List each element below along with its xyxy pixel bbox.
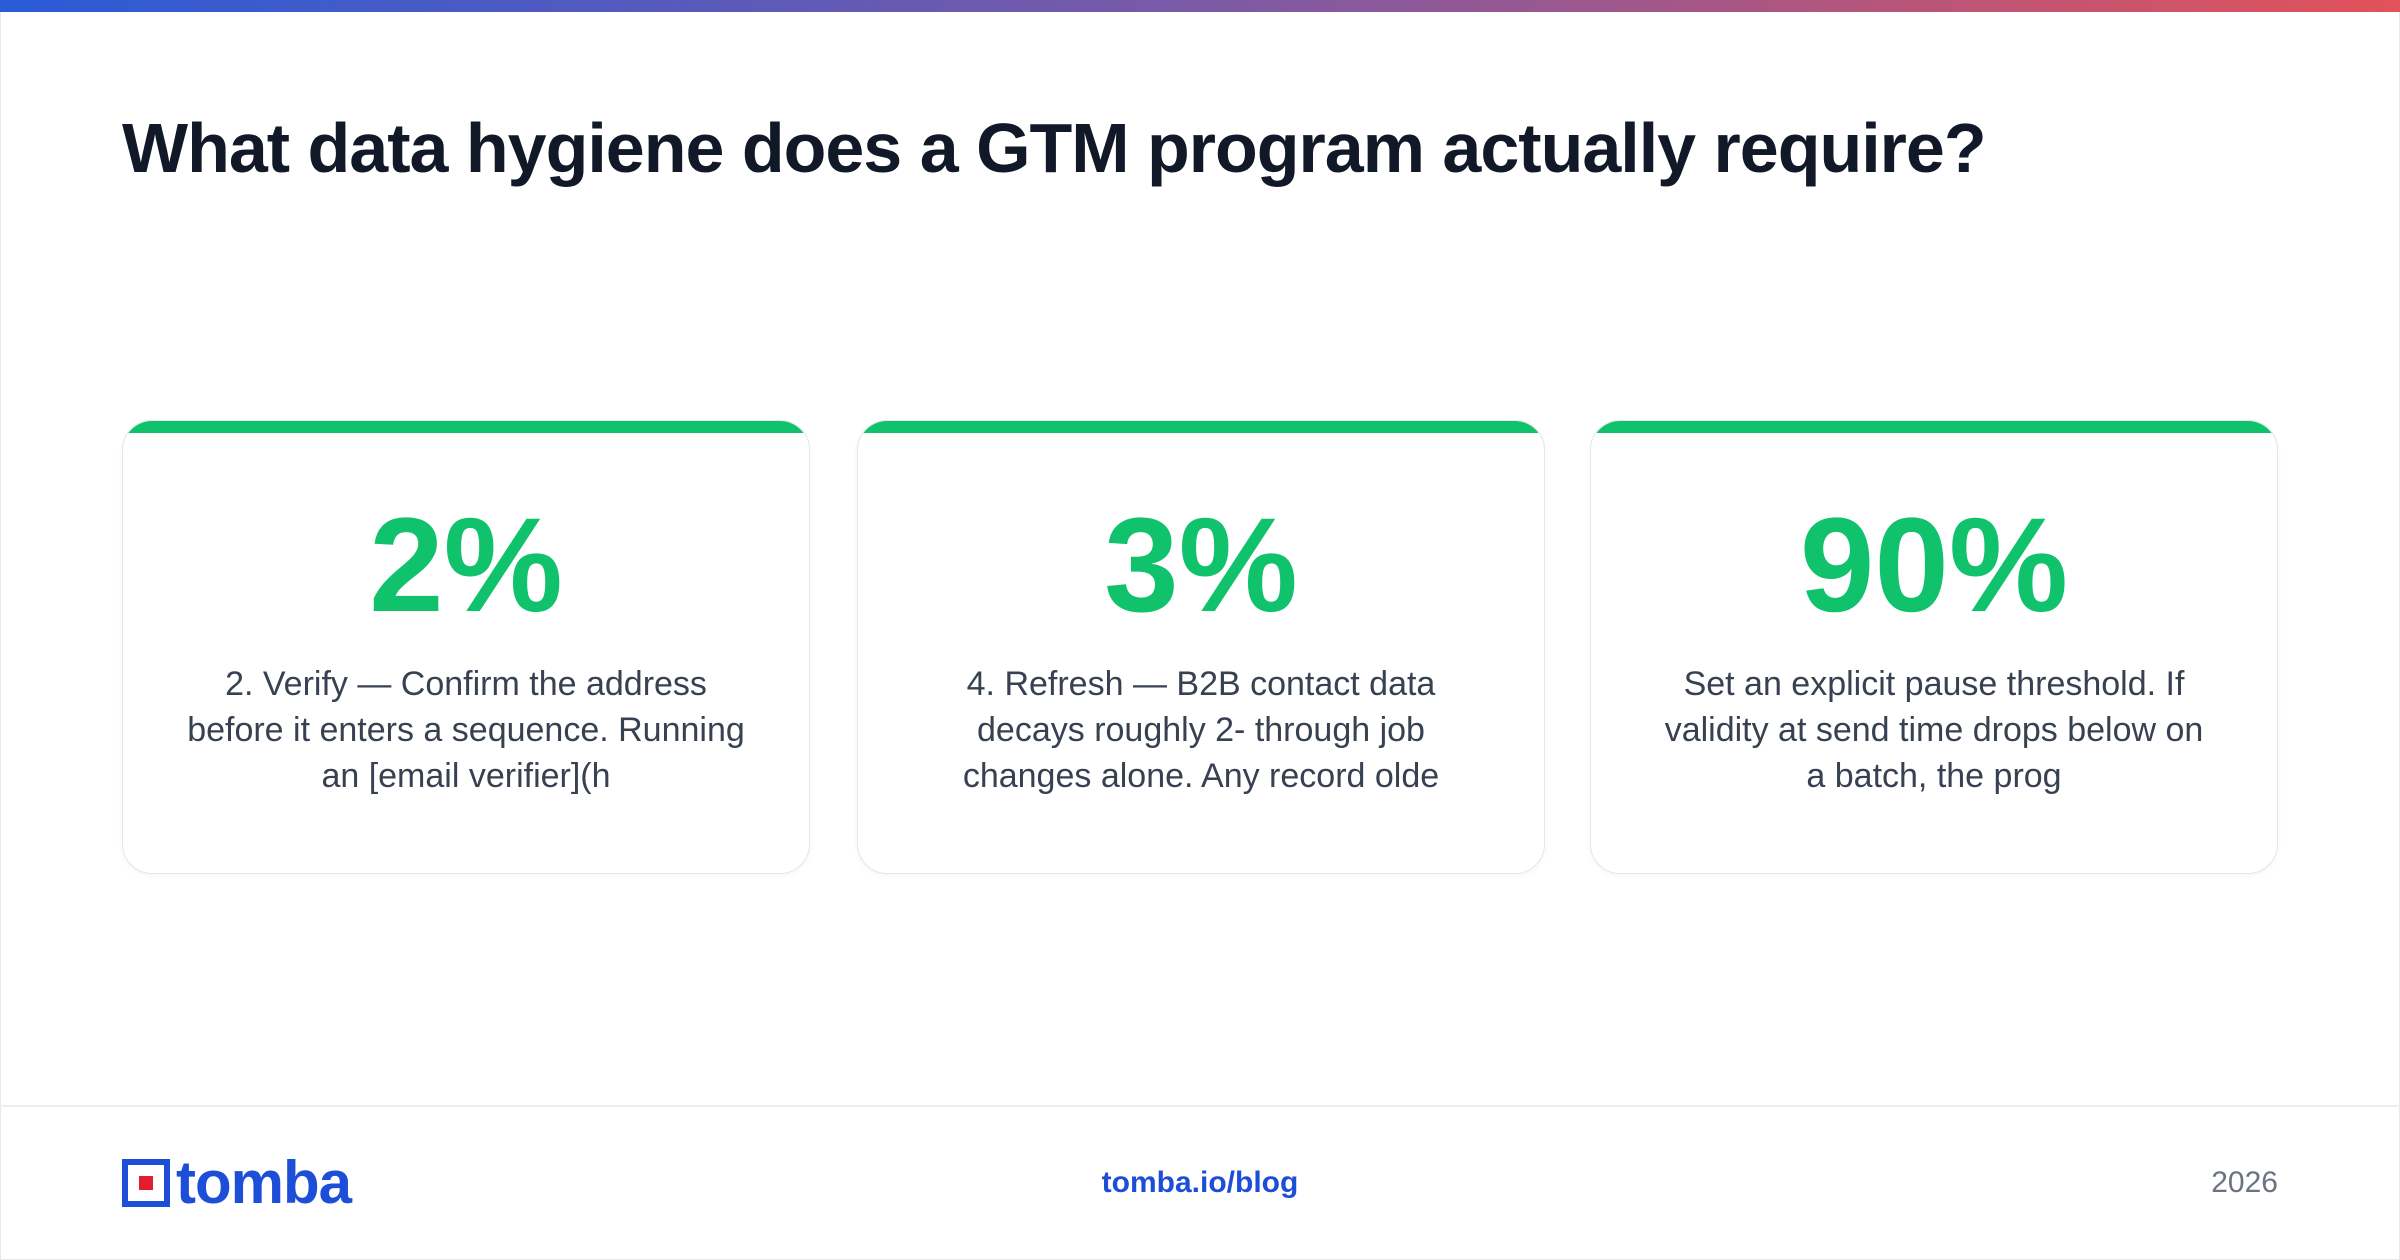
page-title: What data hygiene does a GTM program act… — [122, 109, 1987, 187]
stat-card: 90% Set an explicit pause threshold. If … — [1590, 420, 2278, 874]
stat-value: 3% — [1104, 491, 1298, 640]
tomba-logo-icon — [122, 1159, 170, 1207]
stat-card: 3% 4. Refresh — B2B contact data decays … — [857, 420, 1545, 874]
stat-description: 4. Refresh — B2B contact data decays rou… — [962, 665, 1440, 795]
footer-year: 2026 — [2211, 1166, 2278, 1199]
stat-cards: 2% 2. Verify — Confirm the address befor… — [122, 420, 2278, 876]
footer-divider — [0, 1105, 2400, 1107]
stat-description: 2. Verify — Confirm the address before i… — [187, 665, 745, 795]
stat-value: 90% — [1799, 491, 2069, 640]
stat-description: Set an explicit pause threshold. If vali… — [1664, 665, 2204, 795]
gradient-top-bar — [0, 0, 2400, 12]
stat-card: 2% 2. Verify — Confirm the address befor… — [122, 420, 810, 874]
stat-value: 2% — [369, 491, 563, 640]
blog-link[interactable]: tomba.io/blog — [1101, 1166, 1299, 1199]
tomba-logo[interactable]: tomba — [122, 1149, 352, 1216]
logo-wordmark: tomba — [176, 1149, 352, 1216]
